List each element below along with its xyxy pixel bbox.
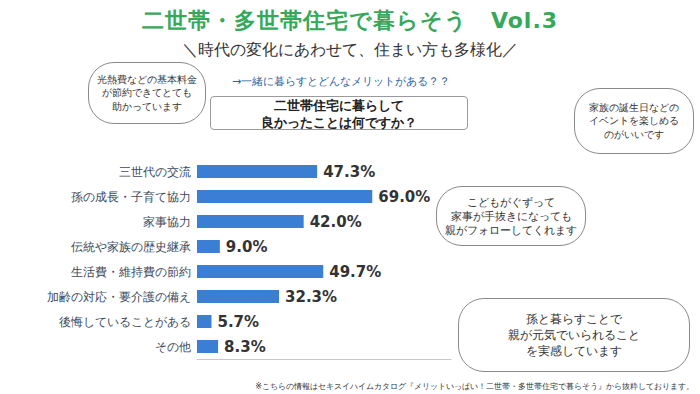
svg-text:家事協力: 家事協力 <box>143 215 191 229</box>
html-text:光熱費などの基本料金 が節約できてとても 助かっています: 光熱費などの基本料金 が節約できてとても 助かっています <box>97 73 197 112</box>
html-text:→一緒に暮らすとどんなメリットがある？？: →一緒に暮らすとどんなメリットがある？？ <box>232 75 451 88</box>
svg-text:伝統や家族の歴史継承: 伝統や家族の歴史継承 <box>71 240 191 254</box>
html-text:孫と暮らすことで 親が元気でいられること を実感しています: 孫と暮らすことで 親が元気でいられること を実感しています <box>508 311 640 359</box>
svg-text:9.0%: 9.0% <box>226 238 268 256</box>
html-text:＼時代の変化にあわせて、住まい方も多様化／: ＼時代の変化にあわせて、住まい方も多様化／ <box>182 40 518 59</box>
html-text:こどもがぐずって 家事が手抜きになっても 親がフォローしてく: こどもがぐずって 家事が手抜きになっても 親がフォローしてくれます <box>445 195 577 237</box>
html-text:二世帯住宅に暮らして 良かったことは何ですか？: 二世帯住宅に暮らして 良かったことは何ですか？ <box>261 98 417 130</box>
html-text:家族の誕生日などの イベントを楽しめる のがいいです: 家族の誕生日などの イベントを楽しめる のがいいです <box>589 101 679 140</box>
html-text:※こちらの情報はセキスイハイムカタログ『メリットいっぱい！二: ※こちらの情報はセキスイハイムカタログ『メリットいっぱい！二世帯・多世帯住宅で暮… <box>255 382 694 391</box>
svg-text:孫の成長・子育て協力: 孫の成長・子育て協力 <box>71 190 191 204</box>
svg-text:69.0%: 69.0% <box>378 188 430 206</box>
svg-text:後悔していることがある: 後悔していることがある <box>59 315 191 329</box>
svg-text:三世代の交流: 三世代の交流 <box>119 165 191 179</box>
html-text:二世帯・多世帯住宅で暮らそう Vol.3: 二世帯・多世帯住宅で暮らそう Vol.3 <box>141 8 559 33</box>
svg-text:その他: その他 <box>155 340 191 354</box>
svg-text:42.0%: 42.0% <box>310 213 362 231</box>
svg-text:8.3%: 8.3% <box>224 338 266 356</box>
svg-text:32.3%: 32.3% <box>285 288 337 306</box>
svg-text:加齢の対応・要介護の備え: 加齢の対応・要介護の備え <box>47 290 191 304</box>
svg-text:生活費・維持費の節約: 生活費・維持費の節約 <box>71 265 191 279</box>
svg-text:49.7%: 49.7% <box>329 263 381 281</box>
svg-text:47.3%: 47.3% <box>323 163 375 181</box>
svg-text:5.7%: 5.7% <box>217 313 259 331</box>
